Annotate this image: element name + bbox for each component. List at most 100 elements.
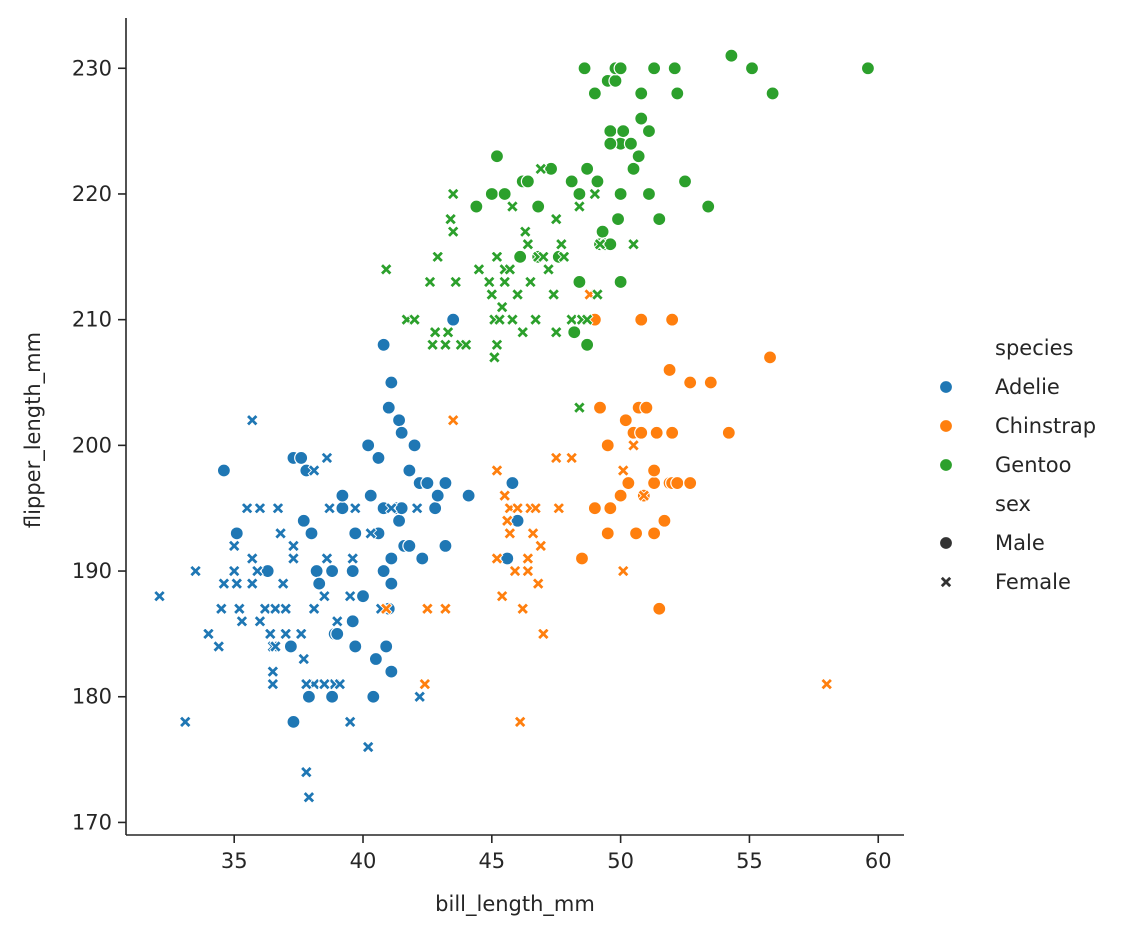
data-point [439,338,452,352]
data-point [317,589,331,603]
data-point [631,149,646,164]
y-tick-label: 170 [72,810,112,834]
data-point [565,313,579,327]
data-point [493,313,506,327]
data-point [572,274,587,290]
data-point [511,501,525,515]
data-point [613,274,628,290]
data-point [574,551,590,566]
data-point [521,237,535,251]
data-point [302,790,316,804]
data-point [665,425,680,440]
data-point [279,627,293,641]
data-point [449,275,463,289]
data-point [721,425,736,440]
data-point [384,375,399,390]
legend-hue-title: species [995,336,1073,360]
data-point [423,275,437,289]
legend-marker [938,535,954,551]
ticks-layer: 35 40 45 50 55 60 170 180 190 200 210 220 230 [72,56,892,873]
data-point [580,337,595,352]
data-point [309,563,324,579]
data-point [361,740,375,754]
data-point [860,61,876,76]
data-point [320,451,334,465]
points-layer [153,48,876,804]
data-point [379,602,393,616]
data-point [513,715,527,729]
data-point [489,149,505,164]
x-tick-label: 60 [865,849,892,873]
data-point [391,413,407,428]
data-point [552,501,566,515]
x-tick-label: 55 [736,849,763,873]
data-point [516,602,530,616]
data-point [587,501,602,516]
data-point [490,552,504,565]
data-point [543,161,559,176]
data-point [621,475,636,491]
data-point [276,577,290,591]
data-point [677,174,693,189]
data-point [381,400,396,415]
legend-label: Gentoo [995,453,1071,477]
data-point [526,526,540,540]
data-point [549,325,563,339]
data-point [820,677,834,691]
data-point [402,463,417,478]
data-point [647,475,662,491]
data-point [657,513,672,528]
data-point [634,425,649,440]
y-tick-label: 210 [72,308,112,332]
data-point [549,212,563,226]
data-point [296,513,311,528]
data-point [542,262,555,276]
data-point [245,577,259,591]
data-point [253,614,267,628]
data-point [703,375,718,390]
data-point [410,501,424,515]
data-point [394,501,409,516]
data-point [639,400,654,415]
data-point [600,526,615,541]
data-point [487,350,501,364]
data-point [227,564,241,578]
data-point [348,501,362,515]
data-point [263,627,277,641]
data-point [516,325,530,339]
legend-label: Male [995,531,1045,555]
data-point [408,313,421,327]
data-point [600,438,615,453]
data-point [580,161,595,176]
data-point [590,174,605,189]
data-point [345,563,360,579]
y-tick-label: 220 [72,182,112,206]
data-point [616,564,630,578]
data-point [266,677,280,691]
data-point [649,425,664,440]
data-point [765,86,780,101]
data-point [577,61,592,76]
data-point [587,86,602,101]
data-point [431,250,445,264]
data-point [482,275,496,289]
data-point [670,86,685,101]
data-point [641,186,657,202]
data-point [618,413,633,428]
data-point [627,438,640,452]
data-point [446,312,461,327]
data-point [610,212,626,227]
data-point [335,501,350,516]
legend-marker [939,575,953,589]
data-point [469,199,484,214]
data-point [216,463,231,478]
data-point [498,489,512,503]
data-point [520,174,535,189]
data-point [391,513,407,528]
data-point [345,614,360,629]
series-chinstrap-female [379,288,834,729]
x-tick-label: 35 [221,849,248,873]
data-point [513,249,528,264]
legend: species Adelie Chinstrap Gentoo sex Male Femal… [938,336,1096,594]
data-point [379,639,394,654]
